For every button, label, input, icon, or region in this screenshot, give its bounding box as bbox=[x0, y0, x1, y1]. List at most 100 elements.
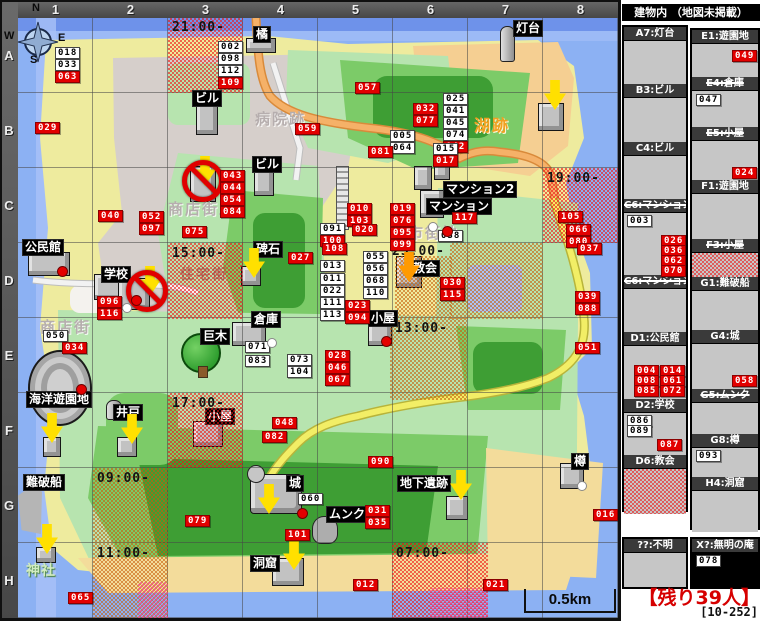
item-badge: 112 bbox=[218, 65, 244, 77]
legend-content bbox=[624, 469, 686, 514]
item-badge: 066 bbox=[566, 224, 592, 236]
scale-bar: 0.5km bbox=[524, 589, 616, 613]
compass-n: N bbox=[32, 2, 40, 14]
legend-content bbox=[624, 98, 686, 142]
legend-content bbox=[624, 289, 686, 332]
compass-rose: N E S W bbox=[2, 2, 68, 68]
legend-content: 093 bbox=[692, 448, 758, 477]
badge-stack: 013 bbox=[320, 260, 346, 272]
legend-content: 078 bbox=[692, 553, 758, 587]
item-badge: 096 bbox=[97, 296, 123, 308]
legend-title: E5:小屋 bbox=[692, 127, 758, 141]
item-badge: 043 bbox=[220, 170, 246, 182]
forbidden-zone-H2-extra bbox=[138, 582, 168, 618]
landmark-tag: 洞窟 bbox=[250, 555, 281, 572]
white-dot-marker bbox=[428, 222, 438, 232]
row-header-F: F bbox=[5, 423, 13, 438]
compass-w: W bbox=[4, 30, 15, 42]
item-badge: 057 bbox=[355, 82, 381, 94]
landmark-tag: ムンク bbox=[326, 506, 369, 523]
column-header-bar bbox=[0, 0, 621, 18]
badge-stack: 055 056 068 110 bbox=[363, 251, 389, 299]
item-badge: 010 bbox=[347, 203, 373, 215]
sidebar-header: 建物内 （地図未掲載） bbox=[622, 4, 760, 21]
landmark-tag: 小屋 bbox=[368, 310, 399, 327]
legend-title: G5:ムンク bbox=[692, 389, 758, 403]
item-badge: 067 bbox=[325, 374, 351, 386]
item-badge: 025 bbox=[443, 93, 469, 105]
item-badge: 015 bbox=[433, 143, 459, 155]
box-building-icon bbox=[446, 496, 468, 520]
item-badge: 081 bbox=[368, 146, 394, 158]
legend-badge: 072 bbox=[660, 385, 686, 397]
item-badge: 059 bbox=[295, 123, 321, 135]
item-badge: 111 bbox=[320, 297, 346, 309]
legend-badge: 047 bbox=[696, 94, 722, 106]
item-badge: 013 bbox=[320, 260, 346, 272]
badge-stack: 043 044 054 084 bbox=[220, 170, 246, 218]
badge-stack: 029 bbox=[35, 122, 61, 134]
zone-time-label: 19:00- bbox=[547, 171, 600, 186]
item-badge: 083 bbox=[245, 355, 271, 367]
item-badge: 044 bbox=[220, 182, 246, 194]
legend-title: D2:学校 bbox=[624, 399, 686, 413]
ship-building-icon bbox=[18, 486, 42, 534]
legend-column: A7:灯台 B3:ビル C4:ビル C6:マンション 003 026 036 062 070 C6… bbox=[622, 25, 688, 514]
item-badge: 082 bbox=[262, 431, 288, 443]
zone-time-label: 11:00- bbox=[97, 546, 150, 561]
red-dot-marker bbox=[381, 336, 392, 347]
badge-stack: 023 094 bbox=[345, 300, 371, 324]
legend-title: C6:マンション2 bbox=[624, 275, 686, 289]
red-dot-marker bbox=[131, 295, 142, 306]
item-badge: 020 bbox=[352, 224, 378, 236]
legend-content: 047 bbox=[692, 91, 758, 127]
legend-badge: 085 bbox=[634, 385, 660, 397]
item-badge: 117 bbox=[452, 212, 478, 224]
landmark-tag: ビル bbox=[252, 156, 283, 173]
map-border-left bbox=[0, 0, 2, 621]
item-badge: 052 bbox=[139, 211, 165, 223]
legend-content: 086 089 087 bbox=[624, 413, 686, 455]
item-badge: 041 bbox=[443, 105, 469, 117]
item-badge: 031 bbox=[365, 505, 391, 517]
badge-stack: 051 bbox=[575, 342, 601, 354]
area-label: 住宅街 bbox=[180, 267, 228, 283]
badge-stack: 065 bbox=[68, 592, 94, 604]
item-badge: 079 bbox=[185, 515, 211, 527]
col-header-4: 4 bbox=[276, 2, 285, 17]
white-dot-marker bbox=[122, 303, 132, 313]
box-building-icon bbox=[414, 166, 432, 190]
landmark-tag: 小屋 bbox=[205, 408, 236, 425]
legend-content bbox=[624, 41, 686, 84]
item-badge: 019 bbox=[390, 203, 416, 215]
legend-content bbox=[624, 156, 686, 199]
legend-content: 003 026 036 062 070 bbox=[624, 213, 687, 277]
landmark-tag: 倉庫 bbox=[251, 311, 282, 328]
legend-box: ??:不明 bbox=[622, 537, 688, 589]
no-entry-icon bbox=[126, 270, 168, 312]
legend-title: X?:無明の庵 bbox=[692, 539, 758, 553]
legend-content bbox=[692, 491, 758, 532]
badge-stack: 073 104 bbox=[287, 354, 313, 378]
legend-title: E1:遊園地 bbox=[692, 30, 758, 44]
legend-title: H4:洞窟 bbox=[692, 477, 758, 491]
badge-stack: 060 bbox=[298, 493, 324, 505]
badge-stack: 015 017 bbox=[433, 143, 459, 167]
row-header-bar bbox=[0, 0, 18, 621]
item-badge: 056 bbox=[363, 263, 389, 275]
badge-stack: 083 bbox=[245, 355, 271, 367]
item-badge: 095 bbox=[390, 227, 416, 239]
col-header-7: 7 bbox=[501, 2, 510, 17]
row-header-D: D bbox=[4, 273, 14, 288]
legend-content: 024 bbox=[692, 141, 758, 180]
item-badge: 011 bbox=[320, 273, 346, 285]
badge-stack: 037 bbox=[577, 243, 603, 255]
item-badge: 074 bbox=[443, 129, 469, 141]
landmark-tag: 城 bbox=[286, 475, 305, 492]
badge-stack: 048 bbox=[272, 417, 298, 429]
legend-title: G1:難破船 bbox=[692, 277, 758, 291]
item-badge: 064 bbox=[390, 142, 416, 154]
col-header-2: 2 bbox=[126, 2, 135, 17]
badge-stack: 081 bbox=[368, 146, 394, 158]
badge-stack: 050 bbox=[43, 330, 69, 342]
